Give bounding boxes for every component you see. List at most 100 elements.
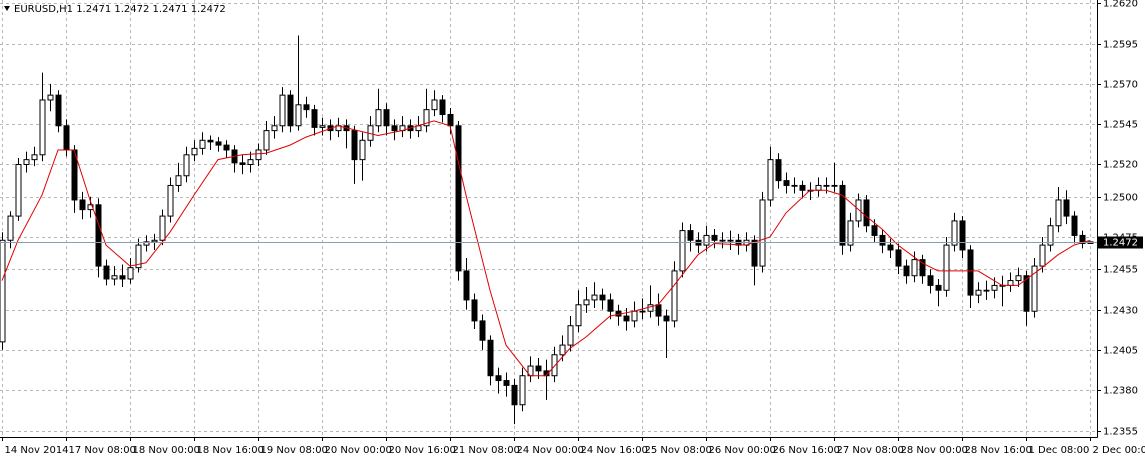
y-tick-label: 1.2380 (1103, 386, 1138, 397)
x-tick-label: 19 Nov 08:00 (261, 445, 328, 456)
x-tick-label: 20 Nov 16:00 (389, 445, 456, 456)
candle-body (103, 265, 110, 280)
candle-body (767, 159, 774, 201)
current-price-label: 1.2472 (1103, 238, 1138, 249)
candle-body (935, 284, 942, 291)
candle-body (863, 199, 870, 227)
candle-body (47, 94, 54, 101)
candle-body (463, 270, 470, 301)
candle-body (911, 259, 918, 277)
plot (0, 35, 1097, 425)
candle-body (703, 234, 710, 246)
y-tick-label: 1.2500 (1103, 193, 1138, 204)
candle-body (79, 199, 86, 211)
candle-body (119, 275, 126, 280)
candle-body (679, 230, 686, 272)
symbol-menu-arrow[interactable] (4, 6, 10, 11)
candle-body (271, 125, 278, 132)
candle-body (255, 149, 262, 161)
candle-body (311, 109, 318, 128)
candle-body (247, 159, 254, 165)
x-tick-label: 18 Nov 16:00 (197, 445, 264, 456)
candle-body (951, 220, 958, 246)
candle-body (991, 284, 998, 291)
x-tick-label: 27 Nov 08:00 (837, 445, 904, 456)
candle-body (839, 184, 846, 246)
candle-body (207, 139, 214, 143)
candle-body (127, 267, 134, 280)
candle-body (591, 294, 598, 301)
candle-body (0, 239, 6, 343)
current-price-box (1098, 236, 1143, 249)
candle-body (167, 184, 174, 217)
chart-title: EURUSD,H1 1.2471 1.2472 1.2471 1.2472 (14, 4, 226, 15)
candle-body (599, 294, 606, 301)
candle-body (7, 215, 14, 241)
candle-body (519, 375, 526, 406)
candle-body (471, 299, 478, 322)
x-tick-label: 14 Nov 2014 (5, 445, 69, 456)
candle-body (1007, 280, 1014, 286)
candle-body (855, 199, 862, 222)
candle-body (175, 175, 182, 186)
candle-body (719, 239, 726, 242)
y-tick-label: 1.2455 (1103, 265, 1138, 276)
candle-body (567, 325, 574, 346)
candle-body (223, 144, 230, 151)
candle-body (1047, 225, 1054, 246)
candle-body (983, 289, 990, 292)
candle-body (431, 99, 438, 111)
candle-body (583, 299, 590, 306)
candle-body (751, 239, 758, 267)
candle-body (727, 239, 734, 242)
candle-body (775, 159, 782, 182)
candle-body (799, 184, 806, 191)
y-tick-label: 1.2405 (1103, 346, 1138, 357)
candle-body (63, 125, 70, 151)
candle-body (887, 244, 894, 251)
candle-body (95, 204, 102, 267)
candle-body (55, 94, 62, 127)
candle-body (111, 275, 118, 280)
candle-body (1055, 199, 1062, 227)
candle-body (495, 375, 502, 382)
candle-body (791, 184, 798, 187)
candle-body (1031, 265, 1038, 312)
candle-body (351, 130, 358, 161)
candle-body (23, 159, 30, 165)
x-tick-label: 24 Nov 00:00 (517, 445, 584, 456)
x-tick-label: 18 Nov 00:00 (133, 445, 200, 456)
candle-body (903, 265, 910, 277)
x-tick-label: 1 Dec 08:00 (1029, 445, 1090, 456)
candle-body (959, 220, 966, 251)
y-tick-label: 1.2570 (1103, 80, 1138, 91)
candle-body (895, 249, 902, 267)
candle-body (1063, 199, 1070, 217)
candle-body (687, 230, 694, 241)
candle-body (871, 225, 878, 236)
candle-body (1039, 244, 1046, 267)
candle-body (1071, 215, 1078, 236)
candle-body (423, 109, 430, 127)
candle-body (31, 154, 38, 161)
candle-body (215, 141, 222, 146)
candle-body (879, 234, 886, 246)
candle-body (183, 154, 190, 177)
candle-body (975, 289, 982, 296)
candle-body (391, 125, 398, 132)
candle-body (967, 249, 974, 296)
y-tick-label: 1.2595 (1103, 40, 1138, 51)
x-tick-label: 17 Nov 08:00 (69, 445, 136, 456)
candle-body (287, 94, 294, 127)
candle-body (623, 315, 630, 322)
candle-body (831, 184, 838, 187)
candle-body (159, 215, 166, 241)
candle-body (143, 241, 150, 246)
candle-body (455, 125, 462, 272)
x-tick-label: 24 Nov 16:00 (581, 445, 648, 456)
candle-body (191, 147, 198, 156)
candle-body (135, 244, 142, 269)
candle-body (15, 163, 22, 217)
candle-body (671, 270, 678, 322)
